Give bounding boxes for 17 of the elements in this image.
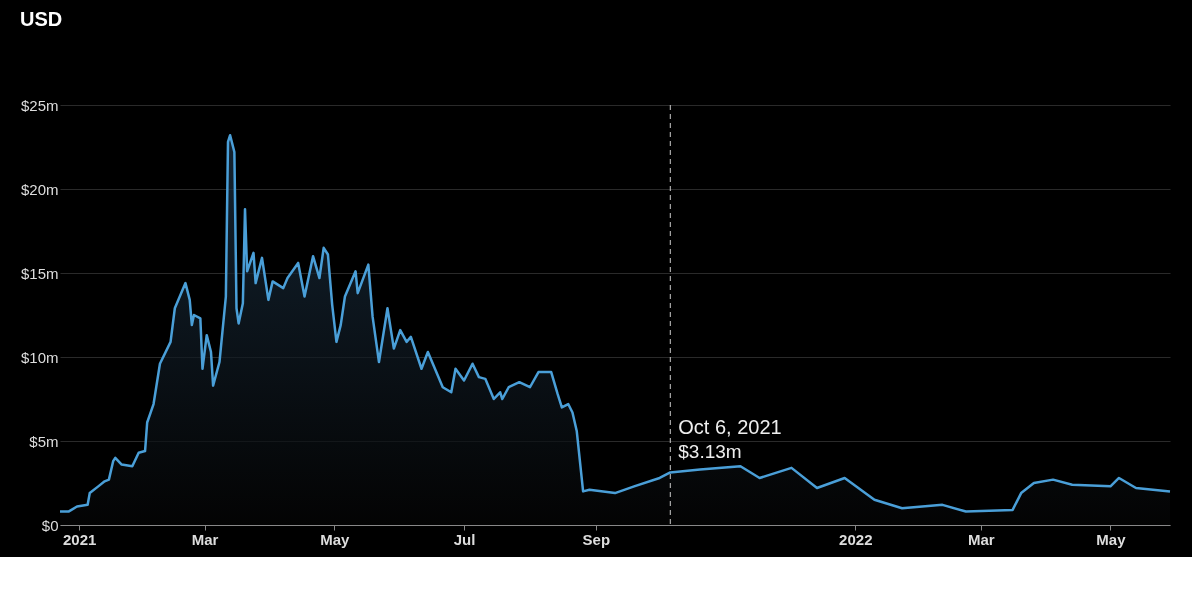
x-tick-label: 2021 — [62, 530, 97, 548]
y-tick-label: $25m — [20, 96, 59, 114]
x-tick-label: May — [1096, 530, 1127, 548]
annotation: Oct 6, 2021 — [678, 416, 782, 439]
y-tick-label: $20m — [20, 180, 59, 198]
y-tick-label: $0 — [41, 516, 59, 534]
y-tick-label: $15m — [20, 264, 59, 282]
text: USD — [20, 8, 63, 30]
x-tick-label: Mar — [967, 530, 995, 548]
annotation: $3.13m — [678, 441, 742, 463]
x-tick-label: Sep — [582, 530, 611, 548]
x-tick-label: Mar — [191, 530, 219, 548]
x-tick-label: 2022 — [839, 530, 873, 548]
y-tick-label: $10m — [20, 348, 59, 366]
x-tick-label: Jul — [453, 530, 476, 548]
x-tick-label: May — [320, 530, 351, 548]
y-tick-label: $5m — [29, 432, 59, 450]
